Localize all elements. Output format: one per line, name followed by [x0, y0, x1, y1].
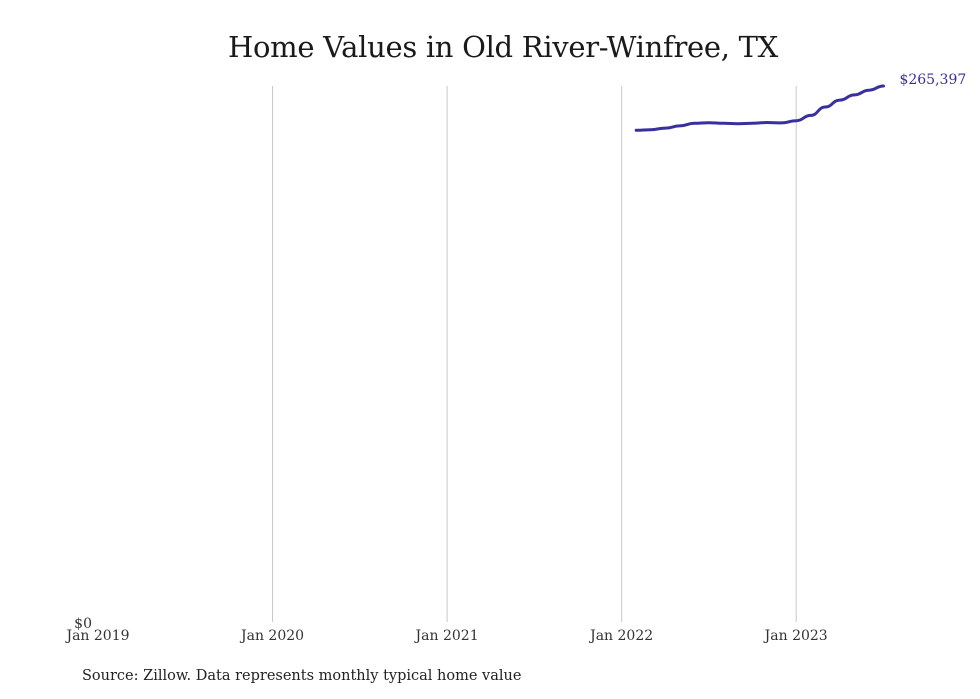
x-tick-label: Jan 2023	[763, 628, 828, 644]
end-value-label: $265,397	[899, 72, 966, 88]
x-tick-label: Jan 2019	[64, 628, 129, 644]
series-line	[634, 84, 885, 132]
y-tick-label: $0	[74, 616, 92, 632]
series: $265,397	[634, 72, 966, 132]
x-tick-label: Jan 2022	[588, 628, 653, 644]
x-tick-label: Jan 2020	[239, 628, 304, 644]
chart-title: Home Values in Old River-Winfree, TX	[228, 30, 778, 64]
gridlines	[272, 86, 797, 622]
source-note: Source: Zillow. Data represents monthly …	[82, 668, 522, 684]
x-tick-label: Jan 2021	[414, 628, 479, 644]
axis-labels: Jan 2019 Jan 2020 Jan 2021 Jan 2022 Jan 2023…	[64, 616, 827, 644]
